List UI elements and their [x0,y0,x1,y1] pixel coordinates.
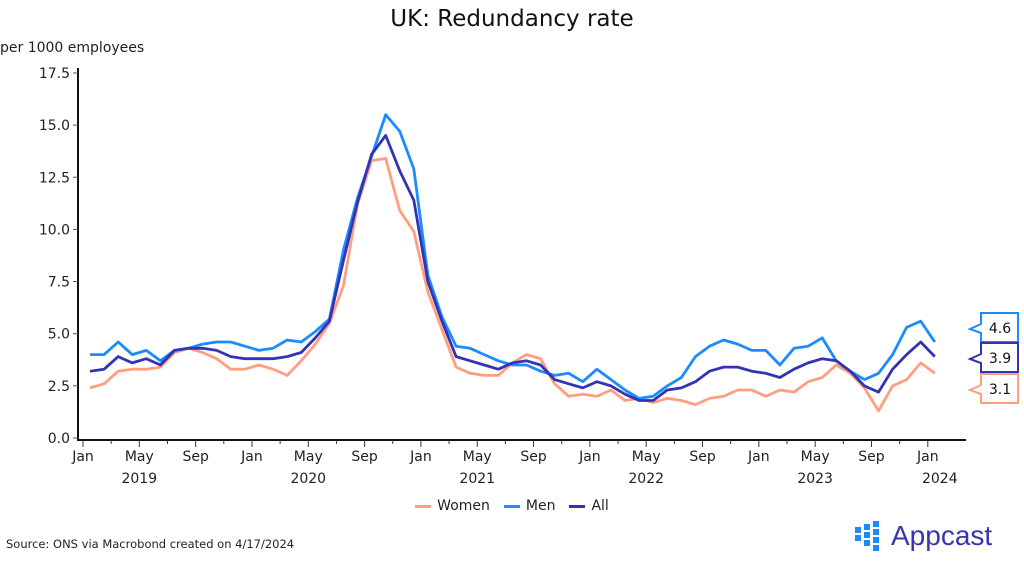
x-year-label: 2020 [290,471,326,487]
end-value-label: 3.9 [989,351,1011,367]
legend-item-women: Women [415,498,490,514]
legend-item-all: All [569,498,609,514]
end-value-label: 3.1 [989,382,1011,398]
legend-swatch [503,504,520,508]
x-tick-label: Jan [240,449,263,465]
appcast-logo-icon [855,521,879,551]
y-axis-label: per 1000 employees [0,40,145,56]
x-tick-label: Jan [916,449,939,465]
appcast-logo-text: Appcast [891,520,993,551]
x-year-label: 2021 [459,471,495,487]
x-tick-label: May [632,449,661,465]
legend: Women Men All [0,498,1024,514]
legend-label: Women [437,498,490,514]
x-tick-label: May [463,449,492,465]
y-tick-label: 5.0 [48,327,70,343]
legend-label: Men [525,498,556,514]
x-tick-label: Sep [858,449,885,465]
x-year-label: 2019 [121,471,157,487]
y-tick-label: 7.5 [48,275,70,291]
y-tick-label: 15.0 [39,118,70,134]
x-tick-label: May [125,449,154,465]
end-value-callout [967,312,1019,343]
x-tick-label: Jan [747,449,770,465]
x-tick-label: Jan [71,449,94,465]
x-tick-label: Jan [578,449,601,465]
y-tick-label: 10.0 [39,222,70,238]
legend-swatch [569,504,586,508]
end-value-callout [967,373,1019,404]
y-tick-label: 0.0 [48,431,70,447]
x-tick-label: May [294,449,323,465]
legend-swatch [415,504,432,508]
x-tick-label: May [801,449,830,465]
end-value-callout [967,342,1019,373]
appcast-logo: Appcast [855,520,992,552]
x-year-label: 2024 [922,471,958,487]
legend-item-men: Men [503,498,556,514]
x-year-label: 2023 [797,471,833,487]
series-line-men [90,113,936,400]
x-tick-label: Sep [520,449,547,465]
x-tick-label: Sep [182,449,209,465]
chart-title: UK: Redundancy rate [390,6,634,32]
legend-label: All [591,498,609,514]
source-note: Source: ONS via Macrobond created on 4/1… [6,537,295,551]
x-tick-label: Jan [409,449,432,465]
y-tick-label: 12.5 [39,170,70,186]
plot-area: 0.0 2.5 5.0 7.5 10.0 12.5 15.0 17.5 Jan May Sep Jan… [39,66,1019,487]
series-line-women [89,157,936,413]
y-tick-label: 17.5 [39,66,70,82]
x-tick-label: Sep [689,449,716,465]
y-tick-label: 2.5 [48,379,70,395]
end-value-label: 4.6 [989,321,1011,337]
x-tick-label: Sep [351,449,378,465]
series-line-all [89,134,936,402]
x-year-label: 2022 [628,471,664,487]
